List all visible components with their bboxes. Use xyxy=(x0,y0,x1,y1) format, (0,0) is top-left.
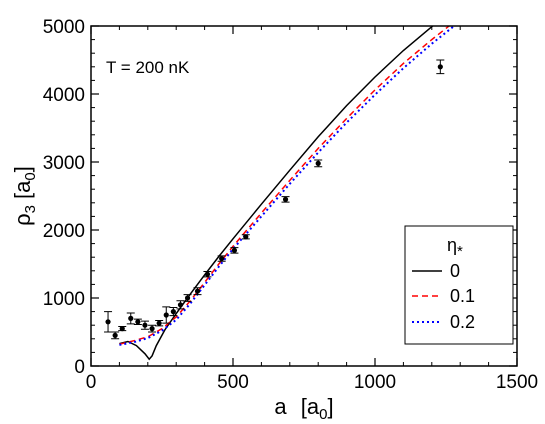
x-tick-label-0: 0 xyxy=(86,372,97,393)
x-tick-label-2: 1000 xyxy=(354,372,396,393)
y-tick-label-0: 0 xyxy=(74,357,85,378)
data-marker-13 xyxy=(204,271,211,277)
data-marker-6 xyxy=(149,326,155,332)
y-tick-label-4: 4000 xyxy=(43,85,85,106)
data-marker-2 xyxy=(119,326,125,332)
data-point-6 xyxy=(148,324,157,333)
data-marker-3 xyxy=(128,315,134,321)
data-marker-0 xyxy=(105,319,111,325)
data-point-12 xyxy=(193,287,202,296)
legend-label-1: 0.1 xyxy=(450,286,475,306)
data-marker-8 xyxy=(163,312,169,318)
data-point-8 xyxy=(162,306,171,324)
data-point-4 xyxy=(133,318,142,326)
legend-title-symbol: η xyxy=(447,235,457,255)
x-axis-label: a [a0] xyxy=(274,394,333,423)
legend-box xyxy=(404,225,514,345)
data-point-16 xyxy=(241,234,250,240)
data-marker-11 xyxy=(184,295,191,301)
data-marker-18 xyxy=(315,160,321,166)
data-point-5 xyxy=(140,320,149,330)
data-marker-4 xyxy=(135,319,141,325)
y-axis-label: ρ3 [a0] xyxy=(10,166,39,226)
x-tick-label-3: 1500 xyxy=(496,372,538,393)
data-marker-7 xyxy=(156,320,162,326)
data-point-2 xyxy=(118,326,127,332)
data-point-19 xyxy=(436,59,445,75)
y-axis-label-symbol: ρ xyxy=(10,213,35,226)
legend: η* 0 0.1 0.2 xyxy=(404,225,514,345)
data-point-18 xyxy=(314,159,323,168)
curve-group xyxy=(119,26,456,361)
data-marker-17 xyxy=(282,196,289,202)
x-axis-label-unit-close: ] xyxy=(327,394,333,419)
data-marker-16 xyxy=(243,234,249,240)
x-axis-label-main: a xyxy=(274,394,287,419)
y-tick-label-1: 1000 xyxy=(43,289,85,310)
y-tick-label-3: 3000 xyxy=(43,153,85,174)
data-marker-15 xyxy=(231,247,238,253)
data-point-7 xyxy=(155,319,164,327)
x-axis-label-unit: [a xyxy=(301,394,320,419)
tick-group: 0 500 1000 1500 0 1000 2000 3000 4000 5000 xyxy=(43,17,538,393)
data-point-15 xyxy=(230,247,239,254)
legend-title-sub: * xyxy=(457,243,463,260)
legend-title: η* xyxy=(447,235,463,260)
data-point-14 xyxy=(217,255,226,262)
data-point-10 xyxy=(176,300,185,310)
data-point-3 xyxy=(126,312,135,325)
y-axis-label-sub: 3 xyxy=(22,205,39,213)
series-line-0 xyxy=(119,26,434,361)
data-point-11 xyxy=(183,294,192,302)
data-point-13 xyxy=(203,270,212,278)
series-line-2 xyxy=(119,26,456,346)
data-point-0 xyxy=(104,311,113,333)
y-axis-label-unit: [a xyxy=(10,180,35,199)
legend-label-0: 0 xyxy=(450,261,460,281)
data-point-17 xyxy=(281,196,290,203)
y-axis-label-unit-sub: 0 xyxy=(22,172,39,180)
y-axis-label-unit-close: ] xyxy=(10,166,35,172)
annotation-temperature: T = 200 nK xyxy=(106,58,190,77)
x-axis-label-unit-sub: 0 xyxy=(319,406,327,423)
data-point-group xyxy=(104,59,445,340)
y-tick-label-2: 2000 xyxy=(43,221,85,242)
series-line-1 xyxy=(119,26,451,345)
x-tick-label-1: 500 xyxy=(217,372,249,393)
data-marker-9 xyxy=(170,309,176,315)
data-marker-19 xyxy=(437,64,443,70)
data-point-9 xyxy=(169,307,178,317)
data-marker-1 xyxy=(112,332,118,338)
data-marker-10 xyxy=(177,302,184,308)
data-marker-12 xyxy=(194,288,201,294)
data-marker-14 xyxy=(219,255,225,262)
y-tick-label-5: 5000 xyxy=(43,17,85,38)
plot-frame xyxy=(90,25,518,367)
data-marker-5 xyxy=(142,322,148,328)
legend-label-2: 0.2 xyxy=(450,312,475,332)
data-point-1 xyxy=(111,331,120,340)
